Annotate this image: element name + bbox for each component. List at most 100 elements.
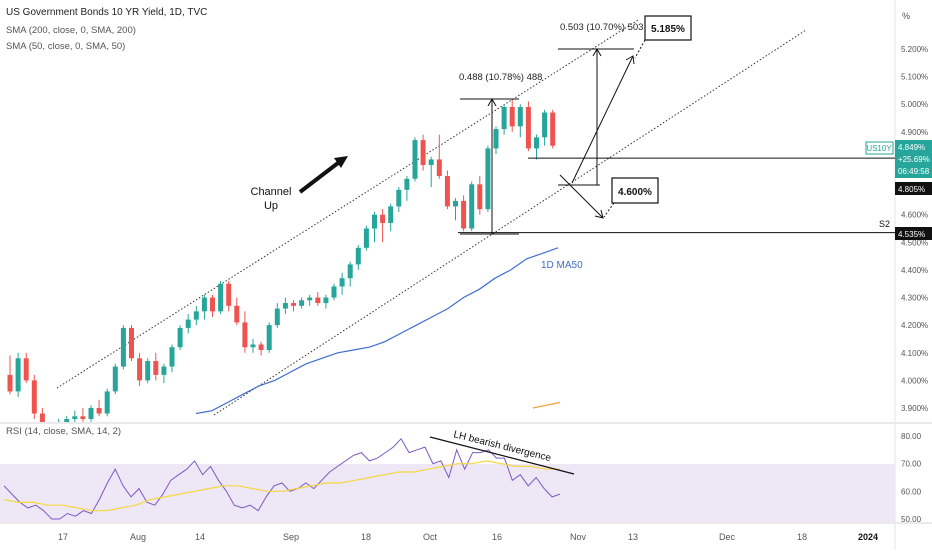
price-change: +25.69% xyxy=(898,155,930,164)
candle-body[interactable] xyxy=(104,391,110,414)
candle-body[interactable] xyxy=(517,106,523,127)
time-tick-label: Oct xyxy=(423,532,438,542)
indicator-rsi[interactable]: RSI (14, close, SMA, 14, 2) xyxy=(6,426,121,437)
ma200-line[interactable] xyxy=(532,401,561,409)
candle-body[interactable] xyxy=(88,408,94,420)
candle-body[interactable] xyxy=(258,344,264,351)
target-low-callout[interactable]: 4.600% xyxy=(603,177,659,218)
candle-body[interactable] xyxy=(501,106,507,130)
candle-body[interactable] xyxy=(525,106,531,149)
candle-body[interactable] xyxy=(477,184,483,210)
candle-body[interactable] xyxy=(39,413,45,422)
candle-body[interactable] xyxy=(266,325,272,351)
time-tick-label: 18 xyxy=(797,532,807,542)
candle-body[interactable] xyxy=(234,305,240,323)
candle-body[interactable] xyxy=(31,380,37,414)
candle-body[interactable] xyxy=(137,358,143,381)
price-tick-label: 4.200% xyxy=(901,321,928,330)
candle-body[interactable] xyxy=(112,366,118,392)
candle-body[interactable] xyxy=(307,297,313,301)
candle-body[interactable] xyxy=(282,303,288,309)
candle-body[interactable] xyxy=(153,361,159,375)
price-tick-label: 4.900% xyxy=(901,128,928,137)
candle-body[interactable] xyxy=(96,408,102,414)
candle-body[interactable] xyxy=(15,358,21,392)
candle-body[interactable] xyxy=(347,264,353,279)
rsi-divergence-line[interactable] xyxy=(429,436,575,475)
candle-body[interactable] xyxy=(461,200,467,229)
candle-body[interactable] xyxy=(428,159,434,165)
rsi-scale[interactable]: 80.00 70.00 60.00 50.00 xyxy=(901,432,922,524)
rsi-tick-label: 50.00 xyxy=(901,515,922,524)
indicator-sma200[interactable]: SMA (200, close, 0, SMA, 200) xyxy=(6,25,136,36)
channel-label-line1: Channel xyxy=(251,186,292,198)
price-tick-label: 4.400% xyxy=(901,266,928,275)
rsi-ma-line[interactable] xyxy=(3,460,560,512)
candle-body[interactable] xyxy=(331,286,337,298)
candle-body[interactable] xyxy=(388,206,394,223)
channel-lower-line[interactable] xyxy=(213,29,807,416)
ma50-line[interactable] xyxy=(195,247,559,415)
candle-body[interactable] xyxy=(436,159,442,177)
channel-upper-line[interactable] xyxy=(56,19,639,389)
candle-body[interactable] xyxy=(355,247,361,265)
measure-1-arrowhead xyxy=(487,97,497,107)
price-tick-label: 3.900% xyxy=(901,404,928,413)
time-tick-label: 17 xyxy=(58,532,68,542)
candle-body[interactable] xyxy=(210,297,215,312)
candle-body[interactable] xyxy=(485,148,491,210)
candle-body[interactable] xyxy=(550,112,556,146)
candle-body[interactable] xyxy=(299,300,305,306)
candle-body[interactable] xyxy=(185,319,191,328)
candle-body[interactable] xyxy=(412,140,418,179)
candle-body[interactable] xyxy=(291,303,296,306)
candle-body[interactable] xyxy=(7,374,13,392)
svg-text:4.535%: 4.535% xyxy=(898,230,925,239)
time-tick-label: Dec xyxy=(719,532,736,542)
candle-body[interactable] xyxy=(420,140,426,165)
chart-title: US Government Bonds 10 YR Yield, 1D, TVC xyxy=(6,7,207,18)
indicator-sma50[interactable]: SMA (50, close, 0, SMA, 50) xyxy=(6,41,125,52)
candle-body[interactable] xyxy=(534,137,539,149)
candle-body[interactable] xyxy=(469,184,475,229)
target-high-callout[interactable]: 5.185% xyxy=(634,15,692,59)
candle-body[interactable] xyxy=(177,327,183,348)
candle-body[interactable] xyxy=(315,297,321,304)
candle-body[interactable] xyxy=(193,311,199,320)
candle-body[interactable] xyxy=(339,278,345,287)
candle-body[interactable] xyxy=(72,416,78,420)
candle-body[interactable] xyxy=(274,308,280,326)
candle-body[interactable] xyxy=(396,189,402,207)
candle-body[interactable] xyxy=(226,283,232,306)
time-axis[interactable]: 17 Aug 14 Sep 18 Oct 16 Nov 13 Dec 18 2024 xyxy=(58,532,878,542)
candle-body[interactable] xyxy=(64,419,70,422)
target-low-label: 4.600% xyxy=(618,187,652,198)
price-tick-label: 4.000% xyxy=(901,376,928,385)
time-tick-label: 14 xyxy=(195,532,205,542)
candle-body[interactable] xyxy=(201,297,207,312)
time-tick-label: Aug xyxy=(130,532,146,542)
candle-body[interactable] xyxy=(363,228,369,248)
candle-body[interactable] xyxy=(161,366,167,375)
candle-body[interactable] xyxy=(542,112,548,138)
candle-body[interactable] xyxy=(404,178,410,190)
candle-body[interactable] xyxy=(169,347,175,367)
candle-body[interactable] xyxy=(129,327,134,359)
candle-body[interactable] xyxy=(380,214,386,223)
candle-body[interactable] xyxy=(453,200,458,207)
candle-body[interactable] xyxy=(242,322,248,348)
candle-body[interactable] xyxy=(372,214,377,229)
candle-body[interactable] xyxy=(250,344,256,348)
svg-text:4.805%: 4.805% xyxy=(898,185,925,194)
candle-body[interactable] xyxy=(23,358,29,381)
candle-body[interactable] xyxy=(218,283,224,312)
candle-body[interactable] xyxy=(444,176,450,207)
candle-body[interactable] xyxy=(493,129,499,149)
candle-body[interactable] xyxy=(145,361,151,381)
candle-body[interactable] xyxy=(80,416,86,420)
candle-body[interactable] xyxy=(323,297,329,304)
level-4535-badge: 4.535% xyxy=(895,227,932,240)
candle-body[interactable] xyxy=(120,327,126,367)
candle-body[interactable] xyxy=(509,106,515,127)
